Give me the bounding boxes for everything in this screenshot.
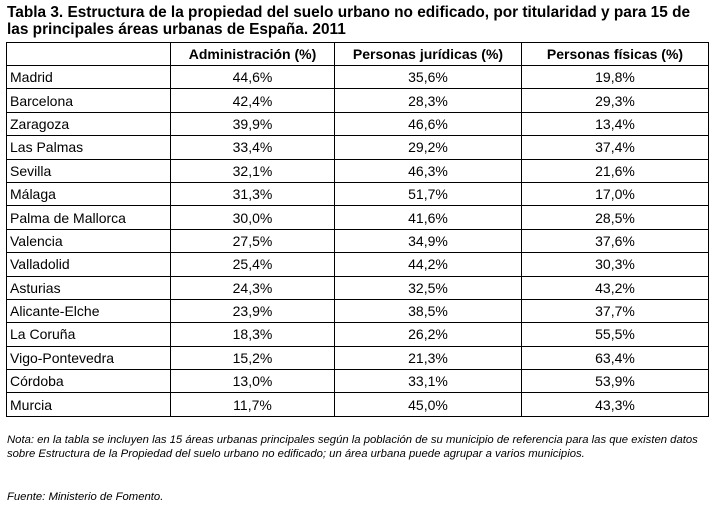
personas-fisicas-cell: 55,5% [521,322,709,347]
table-row: Zaragoza 39,9% 46,6% 13,4% [6,111,709,137]
administracion-cell: 15,2% [170,345,335,371]
personas-fisicas-cell: 37,4% [521,135,709,160]
personas-fisicas-cell: 17,0% [521,181,709,207]
table-row: Sevilla 32,1% 46,3% 21,6% [6,158,709,183]
area-name-cell: Asturias [6,275,171,300]
area-name-cell: La Coruña [6,322,171,347]
area-name-cell: Las Palmas [6,135,171,160]
personas-fisicas-cell: 43,2% [521,275,709,300]
table-row: Palma de Mallorca 30,0% 41,6% 28,5% [6,205,709,230]
administracion-cell: 30,0% [170,205,335,230]
area-name-cell: Valladolid [6,252,171,277]
table-row: Valencia 27,5% 34,9% 37,6% [6,228,709,254]
personas-juridicas-cell: 32,5% [334,275,522,300]
personas-juridicas-cell: 41,6% [334,205,522,230]
administracion-cell: 33,4% [170,135,335,160]
table-row: Murcia 11,7% 45,0% 43,3% [6,392,709,417]
table-body: Madrid 44,6% 35,6% 19,8% Barcelona 42,4% 28,3%… [6,64,709,417]
personas-juridicas-cell: 34,9% [334,228,522,254]
personas-juridicas-cell: 26,2% [334,322,522,347]
personas-juridicas-cell: 29,2% [334,135,522,160]
area-name-cell: Madrid [6,64,171,90]
personas-juridicas-cell: 51,7% [334,181,522,207]
area-name-cell: Zaragoza [6,111,171,137]
administracion-cell: 27,5% [170,228,335,254]
area-name-cell: Murcia [6,392,171,417]
administracion-cell: 44,6% [170,64,335,90]
area-name-cell: Alicante-Elche [6,298,171,324]
table-row: Alicante-Elche 23,9% 38,5% 37,7% [6,298,709,324]
area-name-cell: Málaga [6,181,171,207]
personas-fisicas-cell: 43,3% [521,392,709,417]
table-row: Asturias 24,3% 32,5% 43,2% [6,275,709,300]
table-row: Valladolid 25,4% 44,2% 30,3% [6,252,709,277]
area-name-cell: Valencia [6,228,171,254]
personas-fisicas-cell: 37,7% [521,298,709,324]
personas-fisicas-cell: 37,6% [521,228,709,254]
header-area [6,42,171,66]
administracion-cell: 32,1% [170,158,335,183]
personas-fisicas-cell: 19,8% [521,64,709,90]
table-source: Fuente: Ministerio de Fomento. [7,491,164,503]
administracion-cell: 24,3% [170,275,335,300]
table-row: Vigo-Pontevedra 15,2% 21,3% 63,4% [6,345,709,371]
area-name-cell: Vigo-Pontevedra [6,345,171,371]
administracion-cell: 11,7% [170,392,335,417]
administracion-cell: 18,3% [170,322,335,347]
header-personas-juridicas: Personas jurídicas (%) [334,42,522,66]
personas-juridicas-cell: 45,0% [334,392,522,417]
ownership-table: Administración (%) Personas jurídicas (%… [6,42,709,417]
personas-juridicas-cell: 28,3% [334,88,522,113]
personas-juridicas-cell: 21,3% [334,345,522,371]
area-name-cell: Sevilla [6,158,171,183]
administracion-cell: 42,4% [170,88,335,113]
table-row: Madrid 44,6% 35,6% 19,8% [6,64,709,90]
administracion-cell: 13,0% [170,369,335,394]
administracion-cell: 25,4% [170,252,335,277]
table-note: Nota: en la tabla se incluyen las 15 áre… [7,434,698,460]
table-header-row: Administración (%) Personas jurídicas (%… [6,42,709,66]
personas-juridicas-cell: 35,6% [334,64,522,90]
administracion-cell: 23,9% [170,298,335,324]
table-row: Barcelona 42,4% 28,3% 29,3% [6,88,709,113]
personas-juridicas-cell: 44,2% [334,252,522,277]
administracion-cell: 31,3% [170,181,335,207]
personas-fisicas-cell: 21,6% [521,158,709,183]
table-row: Málaga 31,3% 51,7% 17,0% [6,181,709,207]
table-title: Tabla 3. Estructura de la propiedad del … [7,4,691,38]
personas-fisicas-cell: 29,3% [521,88,709,113]
personas-fisicas-cell: 30,3% [521,252,709,277]
area-name-cell: Barcelona [6,88,171,113]
area-name-cell: Córdoba [6,369,171,394]
administracion-cell: 39,9% [170,111,335,137]
personas-juridicas-cell: 33,1% [334,369,522,394]
table-row: Córdoba 13,0% 33,1% 53,9% [6,369,709,394]
header-personas-fisicas: Personas físicas (%) [521,42,709,66]
personas-fisicas-cell: 28,5% [521,205,709,230]
table-row: La Coruña 18,3% 26,2% 55,5% [6,322,709,347]
table-row: Las Palmas 33,4% 29,2% 37,4% [6,135,709,160]
personas-fisicas-cell: 63,4% [521,345,709,371]
personas-fisicas-cell: 13,4% [521,111,709,137]
personas-juridicas-cell: 46,6% [334,111,522,137]
personas-fisicas-cell: 53,9% [521,369,709,394]
area-name-cell: Palma de Mallorca [6,205,171,230]
personas-juridicas-cell: 46,3% [334,158,522,183]
header-administracion: Administración (%) [170,42,335,66]
personas-juridicas-cell: 38,5% [334,298,522,324]
